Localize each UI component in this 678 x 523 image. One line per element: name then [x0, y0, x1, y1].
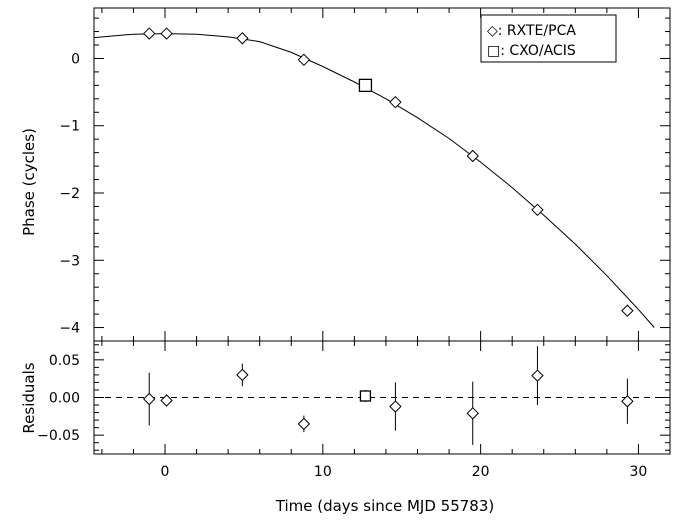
y-tick-label: −1	[59, 119, 80, 135]
y-tick-label: −2	[59, 186, 80, 202]
phase-point-rxte	[389, 95, 402, 109]
residual-point-cxo	[359, 390, 372, 402]
residual-y-tick-label: 0.05	[49, 353, 80, 369]
x-tick-labels: 0 10 20 30	[161, 464, 648, 480]
phase-data-points	[143, 27, 634, 317]
phase-point-rxte	[531, 203, 544, 217]
legend-entry-cxo: □: CXO/ACIS	[487, 43, 576, 59]
residual-point-rxte	[143, 392, 156, 406]
phase-point-rxte	[236, 32, 249, 45]
legend-box	[480, 14, 617, 63]
residual-point-rxte	[621, 395, 634, 408]
y-tick-label: −4	[59, 321, 80, 337]
residuals-y-axis-label: Residuals	[20, 362, 38, 433]
residual-point-rxte	[389, 400, 402, 413]
legend: ◇: RXTE/PCA □: CXO/ACIS	[480, 14, 617, 63]
residuals-data-points	[143, 346, 634, 445]
phase-point-rxte	[143, 27, 156, 40]
phase-point-rxte	[466, 149, 479, 163]
x-tick-label: 0	[161, 464, 170, 480]
y-tick-label: −3	[59, 253, 80, 269]
residuals-panel: 0.05 0.00 −0.05 0 10 20 30 Residuals Time (da…	[20, 340, 671, 515]
residuals-panel-ticks	[94, 341, 671, 454]
y-tick-label: 0	[71, 51, 80, 67]
phase-point-rxte	[621, 304, 634, 317]
residual-point-rxte	[466, 407, 479, 420]
residual-point-rxte	[297, 417, 311, 431]
residual-point-rxte	[160, 394, 173, 407]
phase-point-rxte	[160, 27, 173, 40]
phase-y-axis-label: Phase (cycles)	[20, 128, 38, 236]
phase-panel-ticks	[94, 8, 671, 342]
phase-y-tick-labels: 0 −1 −2 −3 −4	[59, 51, 80, 336]
x-axis-label: Time (days since MJD 55783)	[275, 497, 495, 515]
phase-panel: 0 −1 −2 −3 −4 Phase (cycles) ◇: RXTE/PCA □: …	[20, 7, 671, 342]
x-tick-label: 20	[472, 464, 490, 480]
x-tick-label: 10	[314, 464, 332, 480]
residual-point-rxte	[531, 369, 544, 382]
residual-y-tick-label: 0.00	[49, 391, 80, 407]
residual-y-tick-label: −0.05	[37, 428, 80, 444]
x-tick-label: 30	[630, 464, 648, 480]
residuals-y-tick-labels: 0.05 0.00 −0.05	[37, 353, 80, 444]
phase-point-rxte	[297, 53, 311, 67]
phase-point-cxo	[358, 78, 373, 93]
legend-entry-rxte: ◇: RXTE/PCA	[487, 23, 576, 39]
phase-model-curve	[93, 33, 655, 328]
residual-point-rxte	[236, 368, 249, 382]
